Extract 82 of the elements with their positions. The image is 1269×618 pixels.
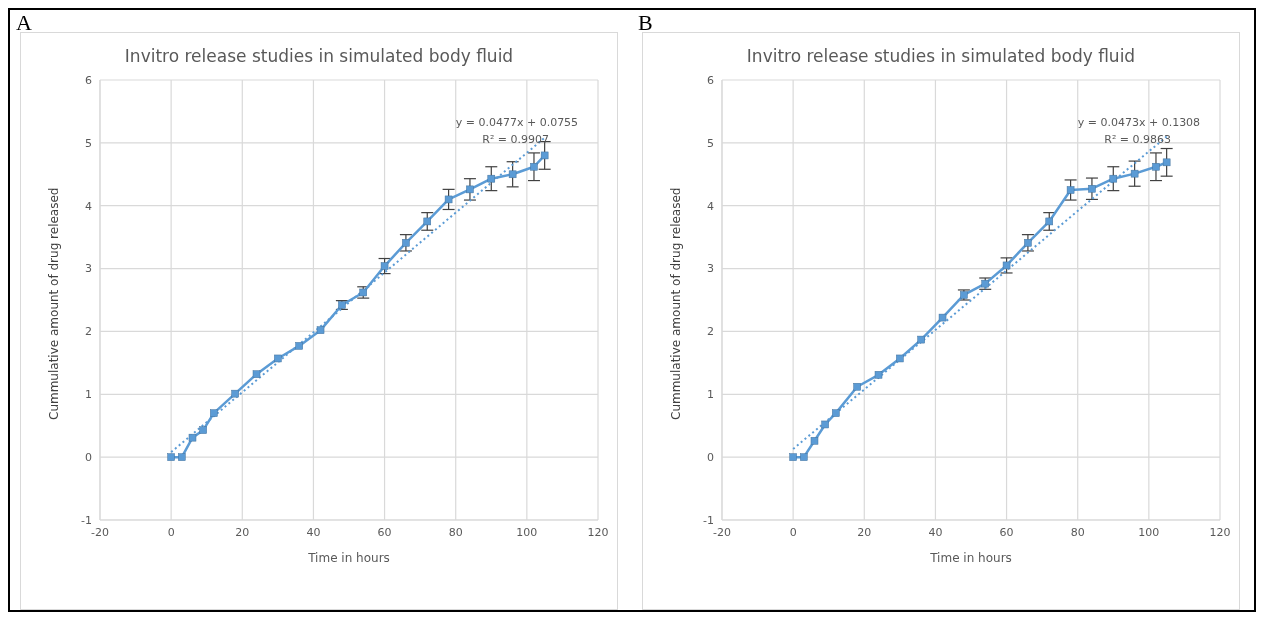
x-tick-label: 80 [448, 525, 463, 539]
point [487, 174, 496, 183]
x-tick-label: 100 [1138, 525, 1160, 539]
point [810, 437, 819, 445]
x-tick-label: 120 [587, 525, 609, 539]
point [423, 217, 432, 226]
annotation: y = 0.0473x + 0.1308 [1077, 116, 1201, 130]
point [1130, 169, 1139, 178]
point [210, 409, 218, 417]
point [295, 342, 303, 350]
x-tick-label: 120 [1209, 525, 1231, 539]
point [252, 370, 261, 378]
y-tick-label: -1 [703, 513, 714, 527]
point [466, 185, 474, 194]
point [917, 335, 925, 344]
point [896, 354, 904, 363]
x-axis-title: Time in hours [307, 551, 390, 565]
point [167, 453, 175, 461]
y-tick-label: 5 [85, 136, 92, 150]
x-tick-label: 60 [999, 525, 1014, 539]
point [188, 433, 197, 442]
y-tick-label: 0 [707, 451, 714, 465]
point [853, 382, 861, 391]
y-tick-label: 2 [85, 325, 92, 339]
point [821, 420, 829, 429]
x-tick-label: -20 [91, 525, 109, 539]
point [1109, 174, 1118, 183]
point [380, 262, 389, 270]
point [938, 313, 947, 322]
annotation: R² = 0.9907 [481, 133, 551, 147]
point [1088, 184, 1096, 193]
point [402, 239, 410, 247]
x-axis-title: Time in hours [929, 551, 1012, 565]
point [1162, 158, 1171, 167]
point [316, 326, 325, 334]
x-tick-label: 80 [1070, 525, 1085, 539]
x-tick-label: 20 [857, 525, 872, 539]
point [274, 354, 282, 363]
y-tick-label: 4 [85, 199, 92, 213]
point [789, 453, 797, 461]
text: A [16, 10, 32, 36]
point [1045, 217, 1054, 226]
y-tick-label: 3 [707, 262, 714, 276]
y-tick-label: 0 [85, 451, 92, 465]
x-tick-label: 0 [789, 525, 797, 539]
point [444, 195, 453, 204]
x-tick-label: 100 [516, 525, 538, 539]
x-tick-label: 60 [377, 525, 392, 539]
point [178, 453, 186, 461]
y-tick-label: 6 [85, 73, 92, 87]
annotation: R² = 0.9863 [1103, 133, 1173, 147]
point [530, 162, 538, 171]
y-axis-title: Cummulative amount of drug released [669, 187, 684, 420]
y-tick-label: 3 [85, 262, 92, 276]
chart-title: Invitro release studies in simulated body fluid [745, 46, 1137, 66]
x-tick-label: 20 [235, 525, 250, 539]
y-tick-label: -1 [81, 513, 92, 527]
point [540, 151, 549, 160]
x-tick-label: -20 [713, 525, 731, 539]
x-tick-label: 0 [167, 525, 175, 539]
point [1002, 261, 1011, 270]
point [1152, 162, 1160, 171]
annotation: y = 0.0477x + 0.0755 [455, 116, 579, 130]
point [832, 409, 840, 417]
x-tick-label: 40 [306, 525, 321, 539]
y-tick-label: 1 [85, 388, 92, 402]
point [231, 389, 239, 398]
y-tick-label: 2 [707, 325, 714, 339]
x-tick-label: 40 [928, 525, 943, 539]
point [508, 170, 517, 179]
point [800, 453, 808, 461]
text: B [638, 10, 653, 36]
y-tick-label: 6 [707, 73, 714, 87]
y-tick-label: 5 [707, 136, 714, 150]
chart-title: Invitro release studies in simulated body fluid [123, 46, 515, 66]
point [199, 426, 207, 434]
point [1024, 239, 1032, 247]
y-tick-label: 1 [707, 388, 714, 402]
point [1066, 186, 1075, 194]
point [874, 371, 883, 379]
y-axis-title: Cummulative amount of drug released [47, 187, 62, 420]
y-tick-label: 4 [707, 199, 714, 213]
